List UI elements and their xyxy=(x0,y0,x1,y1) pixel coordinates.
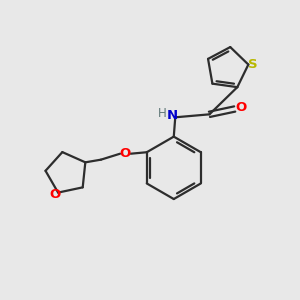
Text: O: O xyxy=(236,101,247,114)
Text: S: S xyxy=(248,58,257,71)
Text: O: O xyxy=(120,147,131,160)
Text: N: N xyxy=(167,109,178,122)
Text: O: O xyxy=(50,188,61,201)
Text: H: H xyxy=(158,107,166,120)
